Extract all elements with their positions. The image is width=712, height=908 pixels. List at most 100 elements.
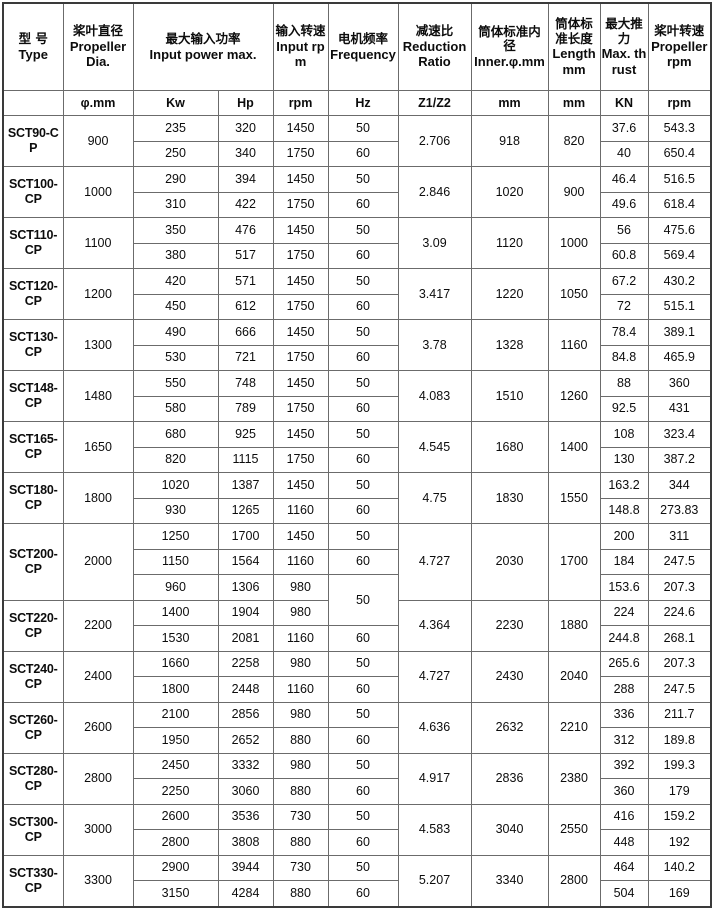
propeller-diameter-cell: 1480	[62, 370, 134, 422]
input-power-kw-cell: 820	[132, 446, 219, 473]
column-unit-hz: Hz	[327, 90, 399, 116]
column-header-cn-length: 筒体标准长度	[555, 15, 593, 46]
frequency-cell: 50	[327, 370, 399, 397]
input-rpm-cell: 1450	[272, 268, 329, 295]
inner-diameter-cell: 1120	[470, 217, 549, 269]
standard-length-cell: 1700	[547, 523, 601, 601]
propeller-rpm-cell: 475.6	[647, 217, 712, 244]
table-row: SCT110-CP 1100 350 476 1450 50 3.09 1120 1000 56 4…	[2, 217, 712, 269]
input-power-hp-cell: 571	[217, 268, 274, 295]
column-unit-inner: mm	[470, 90, 549, 116]
table-row: 2800 3808 880 60 448 192	[3, 829, 712, 856]
inner-diameter-cell: 918	[470, 115, 549, 167]
inner-diameter-cell: 1680	[470, 421, 549, 473]
model-type-cell: SCT220-CP	[2, 599, 64, 652]
frequency-cell: 50	[327, 752, 399, 779]
input-power-kw-cell: 2800	[132, 829, 219, 856]
input-power-kw-cell: 235	[132, 115, 219, 142]
column-header-en-type: Type	[18, 46, 48, 62]
frequency-cell: 60	[327, 676, 399, 703]
column-header-en-inner: Inner.φ.mm	[474, 54, 545, 70]
standard-length-cell: 2210	[547, 701, 601, 754]
max-thrust-cell: 84.8	[599, 344, 649, 371]
column-header-cn-hz: 电机频率	[337, 30, 388, 46]
model-type-cell: SCT130-CP	[2, 319, 64, 371]
model-type-cell: SCT200-CP	[2, 523, 64, 601]
propeller-diameter-cell: 3000	[62, 803, 134, 856]
input-power-hp-cell: 666	[217, 319, 274, 346]
propeller-diameter-cell: 1300	[62, 319, 134, 371]
input-rpm-cell: 1750	[272, 242, 329, 269]
input-power-hp-cell: 2081	[217, 625, 274, 652]
input-power-hp-cell: 3332	[217, 752, 274, 779]
standard-length-cell: 1000	[547, 217, 601, 269]
propeller-diameter-cell: 2200	[62, 599, 134, 652]
max-thrust-cell: 49.6	[599, 191, 649, 218]
max-thrust-cell: 153.6	[599, 574, 649, 601]
table-row: SCT130-CP 1300 490 666 1450 50 3.78 1328 1160 78.…	[2, 319, 712, 371]
propeller-rpm-cell: 543.3	[647, 115, 712, 142]
column-header-en-prop: Propeller rpm	[651, 39, 708, 70]
max-thrust-cell: 224	[599, 599, 649, 626]
input-power-hp-cell: 340	[217, 140, 274, 167]
input-rpm-cell: 1450	[272, 115, 329, 142]
input-power-kw-cell: 490	[132, 319, 219, 346]
input-rpm-cell: 1160	[272, 625, 329, 652]
propeller-rpm-cell: 515.1	[647, 293, 712, 320]
propeller-diameter-cell: 3300	[62, 854, 134, 907]
propeller-rpm-cell: 516.5	[647, 166, 712, 193]
propeller-rpm-cell: 211.7	[647, 701, 712, 728]
input-rpm-cell: 1750	[272, 395, 329, 422]
max-thrust-cell: 336	[599, 701, 649, 728]
standard-length-cell: 1880	[547, 599, 601, 652]
input-power-kw-cell: 550	[132, 370, 219, 397]
max-thrust-cell: 40	[599, 140, 649, 167]
input-power-kw-cell: 680	[132, 421, 219, 448]
input-rpm-cell: 730	[272, 803, 329, 830]
reduction-ratio-cell: 4.583	[397, 803, 472, 856]
column-header-ratio: 减速比 Reduction Ratio	[397, 2, 472, 91]
table-row: 2250 3060 880 60 360 179	[3, 778, 712, 805]
inner-diameter-cell: 3040	[470, 803, 549, 856]
input-power-hp-cell: 394	[217, 166, 274, 193]
propeller-diameter-cell: 2400	[62, 650, 134, 703]
column-header-rpm: 输入转速 Input rpm	[272, 2, 329, 91]
input-power-kw-cell: 310	[132, 191, 219, 218]
input-power-kw-cell: 1800	[132, 676, 219, 703]
column-header-cn-rpm: 输入转速	[275, 23, 326, 39]
input-rpm-cell: 1750	[272, 446, 329, 473]
column-header-cn-kw: 最大输入功率	[165, 30, 241, 46]
input-rpm-cell: 1160	[272, 676, 329, 703]
input-power-kw-cell: 1950	[132, 727, 219, 754]
column-unit-kw: Kw	[132, 90, 219, 116]
input-power-hp-cell: 2856	[217, 701, 274, 728]
input-power-kw-cell: 960	[132, 574, 219, 601]
input-rpm-cell: 1750	[272, 344, 329, 371]
model-type-cell: SCT300-CP	[2, 803, 64, 856]
propeller-rpm-cell: 159.2	[647, 803, 712, 830]
model-type-cell: SCT120-CP	[2, 268, 64, 320]
max-thrust-cell: 56	[599, 217, 649, 244]
table-row: SCT280-CP 2800 2450 3332 980 50 4.917 2836 2380 3…	[2, 752, 712, 805]
input-power-kw-cell: 350	[132, 217, 219, 244]
input-power-hp-cell: 476	[217, 217, 274, 244]
input-power-kw-cell: 530	[132, 344, 219, 371]
max-thrust-cell: 72	[599, 293, 649, 320]
column-header-en-hz: Frequency	[330, 46, 396, 62]
column-header-thrust: 最大推力 Max. thrust	[599, 2, 649, 91]
column-header-cn-ratio: 减速比	[415, 23, 454, 39]
table-row: SCT90-CP 900 235 320 1450 50 2.706 918 820 37.6 54…	[2, 115, 712, 167]
max-thrust-cell: 184	[599, 548, 649, 575]
input-power-hp-cell: 3060	[217, 778, 274, 805]
column-header-type: 型 号 Type	[2, 2, 64, 91]
input-rpm-cell: 980	[272, 752, 329, 779]
column-header-dia: 桨叶直径 Propeller Dia.	[62, 2, 134, 91]
input-rpm-cell: 880	[272, 778, 329, 805]
table-row: SCT200-CP 2000 1250 1700 1450 50 4.727 2030 1700…	[2, 523, 712, 601]
input-power-hp-cell: 721	[217, 344, 274, 371]
model-type-cell: SCT148-CP	[2, 370, 64, 422]
input-power-kw-cell: 580	[132, 395, 219, 422]
max-thrust-cell: 244.8	[599, 625, 649, 652]
column-unit-rpm: rpm	[272, 90, 329, 116]
input-power-kw-cell: 2100	[132, 701, 219, 728]
